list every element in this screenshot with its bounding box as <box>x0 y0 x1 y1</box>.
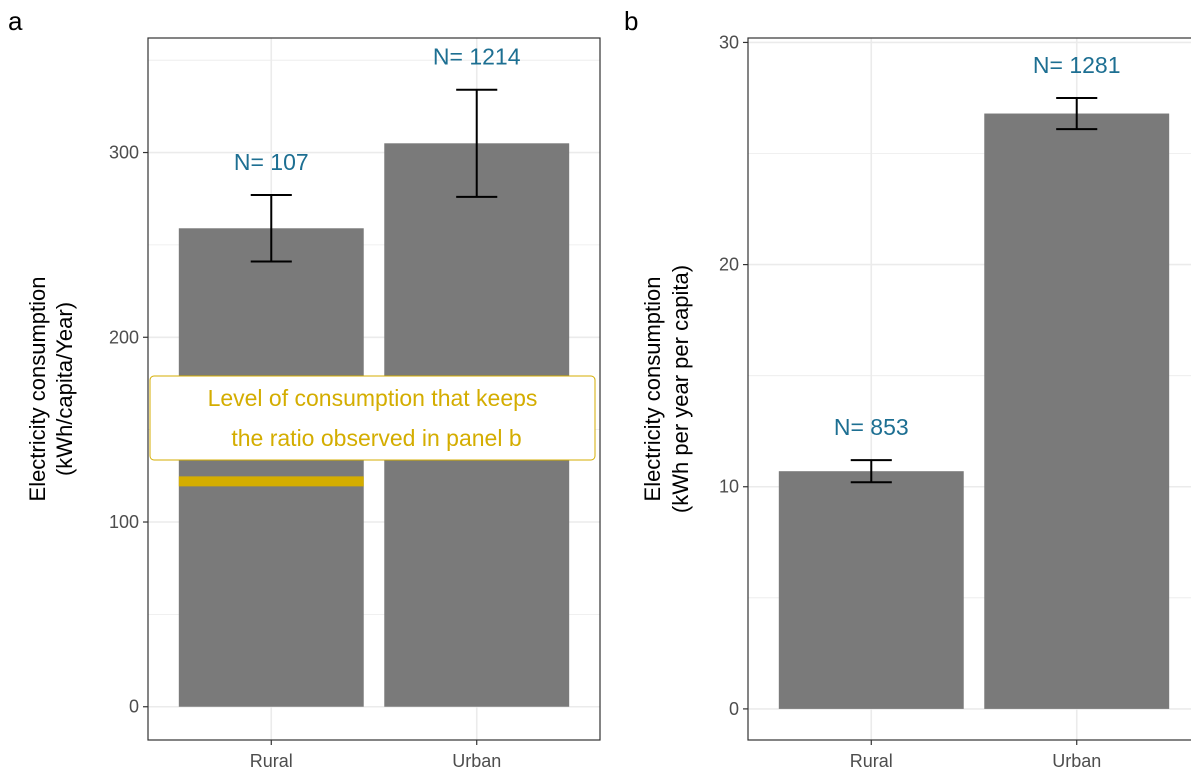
y-tick-label: 100 <box>109 512 139 532</box>
annotation-line-1: Level of consumption that keeps <box>208 385 538 411</box>
panel-a: a N= 107 N= 1214 Level of consumption tha… <box>8 6 601 771</box>
n-label: N= 853 <box>834 414 909 440</box>
y-tick-label: 200 <box>109 327 139 347</box>
y-tick-label: 0 <box>729 699 739 719</box>
panel-a-y-ticks: 0 100 200 300 <box>109 143 148 717</box>
panel-a-annotation: Level of consumption that keeps the rati… <box>149 375 596 461</box>
panel-b-n-labels: N= 853 N= 1281 <box>834 52 1121 440</box>
bar-rural <box>178 228 364 707</box>
y-tick-label: 300 <box>109 143 139 163</box>
y-tick-label: 30 <box>719 32 739 52</box>
x-tick-label: Urban <box>1052 751 1101 771</box>
n-label: N= 107 <box>234 149 309 175</box>
reference-line <box>178 476 364 487</box>
panel-b: b N= 853 N= 1281 0 10 20 30 Rural Urban Elect… <box>624 6 1191 771</box>
n-label: N= 1214 <box>433 44 521 70</box>
panel-a-n-labels: N= 107 N= 1214 <box>234 44 521 175</box>
panel-a-reference <box>178 476 364 487</box>
panel-a-x-ticks: Rural Urban <box>250 740 501 771</box>
panel-b-error-bars <box>850 96 1098 484</box>
panel-b-x-ticks: Rural Urban <box>850 740 1101 771</box>
y-tick-label: 20 <box>719 255 739 275</box>
x-tick-label: Urban <box>452 751 501 771</box>
y-tick-label: 0 <box>129 697 139 717</box>
panel-a-letter: a <box>8 6 23 36</box>
annotation-line-2: the ratio observed in panel b <box>231 425 521 451</box>
y-tick-label: 10 <box>719 477 739 497</box>
panel-b-y-ticks: 0 10 20 30 <box>719 32 748 719</box>
panel-a-ylabel-line-1: Electricity consumption <box>25 277 50 502</box>
x-tick-label: Rural <box>850 751 893 771</box>
bar-urban <box>984 113 1170 709</box>
panel-b-letter: b <box>624 6 638 36</box>
panel-a-error-bars <box>250 88 498 263</box>
bar-rural <box>778 471 964 709</box>
n-label: N= 1281 <box>1033 52 1121 78</box>
x-tick-label: Rural <box>250 751 293 771</box>
annotation-box <box>149 375 596 461</box>
panel-b-bars <box>778 113 1170 709</box>
panel-a-frame <box>147 37 601 741</box>
panel-b-frame <box>747 37 1191 741</box>
panel-a-ylabel-line-2: (kWh/capita/Year) <box>52 302 77 476</box>
panel-b-ylabel-line-2: (kWh per year per capita) <box>668 265 693 513</box>
panel-b-ylabel-line-1: Electricity consumption <box>640 277 665 502</box>
